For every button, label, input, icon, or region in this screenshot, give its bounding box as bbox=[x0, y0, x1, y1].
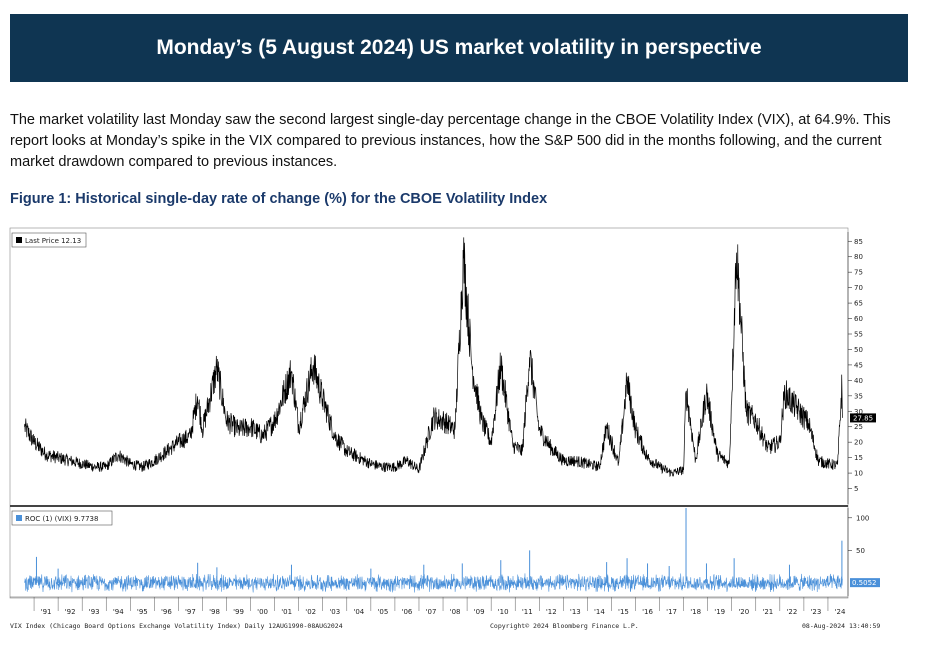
legend-last-price-label: Last Price 12.13 bbox=[25, 237, 81, 245]
x-tick-label: '18 bbox=[690, 608, 701, 616]
y-tick-label: 65 bbox=[854, 300, 863, 308]
page-title: Monday’s (5 August 2024) US market volat… bbox=[156, 36, 762, 59]
x-tick-label: '92 bbox=[65, 608, 76, 616]
x-tick-label: '17 bbox=[666, 608, 677, 616]
y-tick-label: 35 bbox=[854, 392, 863, 400]
x-tick-label: '06 bbox=[402, 608, 413, 616]
last-price-tag: 27.85 bbox=[850, 413, 876, 423]
footer-source: VIX Index (Chicago Board Options Exchang… bbox=[10, 622, 343, 630]
y-tick-label: 60 bbox=[854, 315, 863, 323]
y-tick-label: 80 bbox=[854, 253, 863, 261]
x-tick-label: '95 bbox=[137, 608, 148, 616]
x-tick-label: '19 bbox=[714, 608, 725, 616]
legend-roc-label: ROC (1) (VIX) 9.7738 bbox=[25, 515, 98, 523]
legend-roc: ROC (1) (VIX) 9.7738 bbox=[11, 510, 113, 526]
x-tick-label: '97 bbox=[185, 608, 196, 616]
y-tick-label: 45 bbox=[854, 361, 863, 369]
x-tick-label: '03 bbox=[329, 608, 340, 616]
x-tick-label: '22 bbox=[786, 608, 797, 616]
last-price-tag-label: 27.85 bbox=[853, 414, 873, 422]
x-tick-label: '94 bbox=[113, 608, 124, 616]
x-tick-label: '02 bbox=[305, 608, 316, 616]
upper-y-axis: 5 10 15 20 25 30 35 40 45 50 55 60 65 70 75 80 85 bbox=[847, 232, 863, 504]
y-tick-label: 10 bbox=[854, 470, 863, 478]
x-tick-label: '91 bbox=[41, 608, 52, 616]
x-axis-ticks: '91 '92 '93 '94 '95 '96 '97 '98 '99 '00 '01 '02 '03 '… bbox=[33, 597, 846, 616]
roc-tag-label: 0.5052 bbox=[852, 579, 877, 587]
legend-last-price: Last Price 12.13 bbox=[11, 232, 87, 248]
y-tick-label: 50 bbox=[854, 346, 863, 354]
x-tick-label: '23 bbox=[811, 608, 822, 616]
x-tick-label: '07 bbox=[426, 608, 437, 616]
lower-y-axis: 50 100 bbox=[847, 508, 869, 596]
x-tick-label: '10 bbox=[498, 608, 509, 616]
y-tick-label: 70 bbox=[854, 284, 863, 292]
x-tick-label: '20 bbox=[738, 608, 749, 616]
y-tick-label: 20 bbox=[854, 439, 863, 447]
x-tick-label: '15 bbox=[618, 608, 629, 616]
x-tick-label: '11 bbox=[522, 608, 533, 616]
x-tick-label: '05 bbox=[377, 608, 388, 616]
y-tick-label: 55 bbox=[854, 331, 863, 339]
x-tick-label: '01 bbox=[281, 608, 292, 616]
x-tick-label: '93 bbox=[89, 608, 100, 616]
y-tick-label: 100 bbox=[856, 514, 869, 522]
vix-series bbox=[24, 237, 843, 478]
chart-frame bbox=[9, 227, 849, 599]
y-tick-label: 40 bbox=[854, 377, 863, 385]
footer-copyright: Copyright© 2024 Bloomberg Finance L.P. bbox=[490, 622, 639, 630]
x-tick-label: '21 bbox=[762, 608, 773, 616]
x-tick-label: '12 bbox=[546, 608, 557, 616]
figure-caption: Figure 1: Historical single-day rate of … bbox=[10, 191, 548, 207]
y-tick-label: 85 bbox=[854, 238, 863, 246]
y-tick-label: 30 bbox=[854, 408, 863, 416]
x-tick-label: '00 bbox=[257, 608, 268, 616]
y-tick-label: 5 bbox=[854, 485, 858, 493]
roc-last-tag: 0.5052 bbox=[850, 578, 880, 588]
footer-timestamp: 08-Aug-2024 13:40:59 bbox=[802, 622, 880, 630]
y-tick-label: 50 bbox=[856, 547, 865, 555]
y-tick-label: 75 bbox=[854, 269, 863, 277]
x-tick-label: '98 bbox=[209, 608, 220, 616]
x-tick-label: '24 bbox=[835, 608, 846, 616]
y-tick-label: 25 bbox=[854, 423, 863, 431]
x-tick-label: '09 bbox=[474, 608, 485, 616]
x-tick-label: '13 bbox=[570, 608, 581, 616]
intro-paragraph: The market volatility last Monday saw th… bbox=[10, 112, 891, 170]
y-tick-label: 15 bbox=[854, 454, 863, 462]
x-tick-label: '16 bbox=[642, 608, 653, 616]
x-tick-label: '08 bbox=[450, 608, 461, 616]
x-tick-label: '96 bbox=[161, 608, 172, 616]
roc-series bbox=[24, 508, 843, 593]
x-tick-label: '04 bbox=[353, 608, 364, 616]
x-tick-label: '99 bbox=[233, 608, 244, 616]
title-banner: Monday’s (5 August 2024) US market volat… bbox=[10, 14, 908, 82]
x-tick-label: '14 bbox=[594, 608, 605, 616]
vix-last-price-line bbox=[24, 237, 843, 478]
roc-line bbox=[24, 573, 843, 593]
